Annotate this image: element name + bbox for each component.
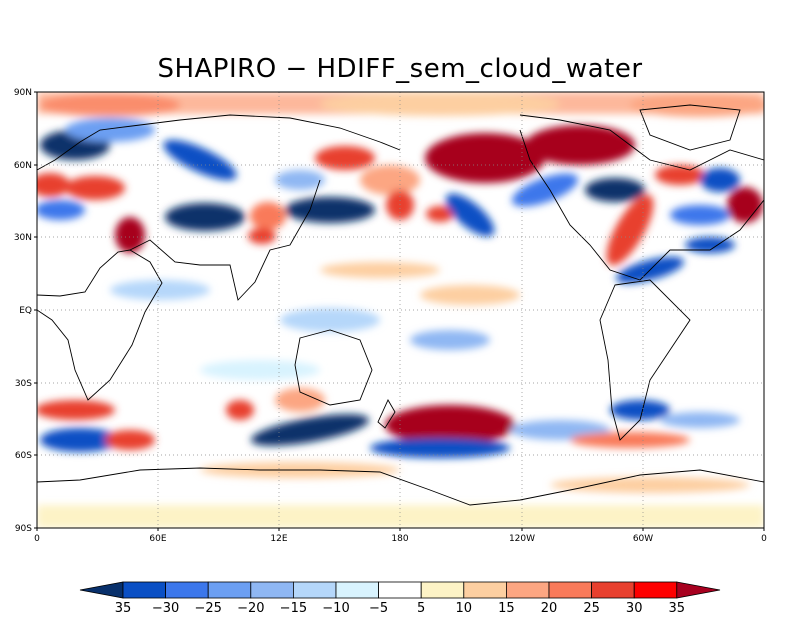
lat-label-90n: 90N [14, 88, 32, 98]
colorbar-label: 25 [583, 601, 600, 616]
colorbar-label: 10 [456, 601, 473, 616]
lat-label-60n: 60N [14, 161, 32, 171]
data-field [37, 92, 764, 528]
lon-label-60w: 60W [633, 534, 653, 544]
map-title: SHAPIRO − HDIFF_sem_cloud_water [157, 54, 643, 84]
colorbar-label: −20 [237, 601, 264, 616]
colorbar-label: 20 [541, 601, 558, 616]
lat-label-30s: 30S [15, 379, 32, 389]
lon-label-0: 0 [34, 534, 40, 544]
colorbar-label: 15 [498, 601, 515, 616]
colorbar-swatch [378, 581, 422, 599]
lat-label-90s: 90S [15, 524, 32, 534]
lat-label-60s: 60S [15, 451, 32, 461]
colorbar-swatch [122, 581, 166, 599]
colorbar-swatch [633, 581, 678, 599]
colorbar [79, 581, 721, 599]
colorbar-label: −30 [152, 601, 179, 616]
colorbar-label: 5 [417, 601, 425, 616]
colorbar-label: 35 [115, 601, 132, 616]
lon-label-60e: 60E [149, 534, 166, 544]
colorbar-right-arrow [676, 581, 721, 599]
lon-label-0-end: 0 [761, 534, 767, 544]
colorbar-swatch [548, 581, 592, 599]
colorbar-swatch [591, 581, 635, 599]
colorbar-swatch [335, 581, 379, 599]
colorbar-swatch [420, 581, 465, 599]
colorbar-swatch [463, 581, 507, 599]
lon-label-120w: 120W [509, 534, 535, 544]
colorbar-swatch [292, 581, 337, 599]
colorbar-label: 30 [626, 601, 643, 616]
colorbar-label: −5 [369, 601, 388, 616]
colorbar-label: 35 [669, 601, 686, 616]
lat-label-30n: 30N [14, 233, 32, 243]
lat-label-eq: EQ [19, 306, 32, 316]
colorbar-left-arrow [79, 581, 124, 599]
colorbar-swatch [165, 581, 209, 599]
lon-label-120e: 12E [270, 534, 287, 544]
colorbar-label: −10 [322, 601, 349, 616]
gridlines [37, 92, 764, 528]
colorbar-label: −25 [194, 601, 221, 616]
colorbar-swatch [207, 581, 252, 599]
coastlines [37, 104, 764, 506]
colorbar-swatch [250, 581, 294, 599]
colorbar-swatch [505, 581, 550, 599]
lon-label-180: 180 [391, 534, 408, 544]
colorbar-label: −15 [280, 601, 307, 616]
